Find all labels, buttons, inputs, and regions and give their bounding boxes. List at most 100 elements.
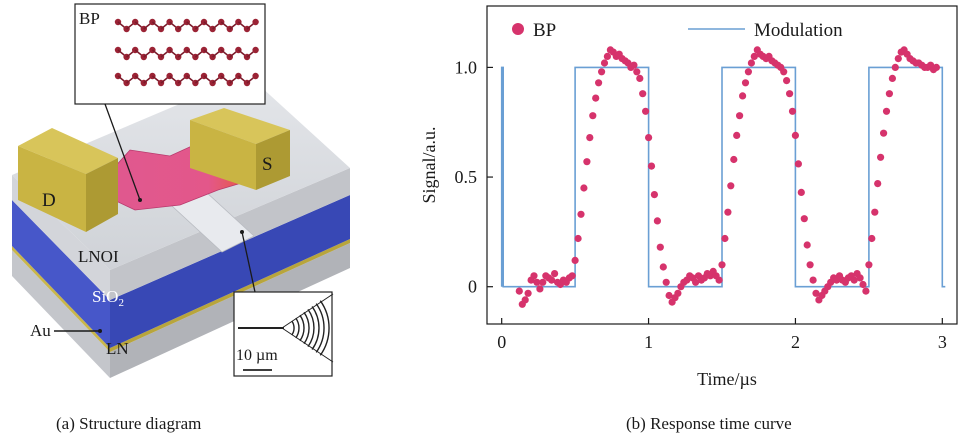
bp-data-point bbox=[592, 94, 600, 102]
bp-data-point bbox=[780, 68, 788, 76]
bp-data-point bbox=[794, 160, 803, 168]
bp-data-point bbox=[803, 241, 811, 249]
label-sio2: SiO2 bbox=[92, 287, 124, 309]
modulation-series bbox=[500, 66, 946, 288]
au-layer-side bbox=[110, 239, 350, 352]
bp-data-point bbox=[865, 261, 873, 269]
bp-data-point bbox=[551, 270, 559, 278]
bp-inset-leader-dot bbox=[138, 198, 142, 202]
bp-data-point bbox=[603, 52, 612, 61]
bp-data-point bbox=[662, 278, 670, 286]
bp-data-point bbox=[600, 59, 609, 67]
bp-data-point bbox=[877, 153, 885, 161]
bp-atom bbox=[252, 46, 259, 54]
bp-data-point bbox=[885, 90, 894, 98]
bp-data-point bbox=[783, 77, 791, 85]
bp-data-point bbox=[932, 63, 941, 71]
bp-data-point bbox=[536, 285, 544, 293]
bp-data-point bbox=[642, 107, 650, 115]
bp-data-point bbox=[797, 188, 805, 196]
bp-data-point bbox=[650, 191, 659, 199]
grating-arc bbox=[319, 300, 330, 356]
bp-crystal-lattice bbox=[114, 18, 259, 87]
x-axis-title: Time/µs bbox=[697, 369, 757, 389]
sio2-layer-side bbox=[110, 195, 350, 348]
bp-data-point bbox=[639, 90, 647, 98]
bp-atom bbox=[252, 18, 259, 26]
bp-data-point bbox=[647, 162, 656, 170]
bp-data-point bbox=[598, 68, 606, 76]
bp-data-point bbox=[750, 52, 758, 61]
grating-arc bbox=[307, 308, 315, 348]
grating-arc bbox=[295, 317, 300, 339]
label-au: Au bbox=[30, 321, 51, 340]
legend-bp-label: BP bbox=[533, 20, 556, 41]
bp-data-point bbox=[715, 276, 723, 284]
bp-data-point bbox=[630, 61, 638, 69]
bp-data-point bbox=[548, 276, 556, 284]
label-lnoi: LNOI bbox=[78, 247, 119, 266]
bp-data-point bbox=[739, 92, 747, 100]
bp-data-point bbox=[788, 107, 797, 115]
bp-data-point bbox=[856, 274, 864, 282]
ln-layer-front bbox=[12, 250, 110, 378]
bp-data-point bbox=[862, 287, 870, 295]
ln-layer-side bbox=[110, 243, 350, 378]
bp-atom bbox=[252, 72, 259, 80]
x-tick-label: 0 bbox=[497, 332, 506, 352]
bp-data-point bbox=[733, 131, 741, 139]
grating-taper bbox=[281, 293, 334, 363]
bp-data-point bbox=[571, 256, 579, 264]
bp-data-point bbox=[812, 289, 820, 297]
bp-data-point bbox=[583, 158, 591, 166]
au-layer-front bbox=[12, 246, 110, 352]
bp-data-point bbox=[806, 261, 814, 269]
bp-data-point bbox=[859, 280, 867, 289]
bp-data-point bbox=[633, 68, 641, 76]
label-bp: BP bbox=[79, 9, 100, 28]
grating-inset-leader-dot bbox=[240, 230, 244, 234]
bp-data-point bbox=[533, 278, 541, 286]
drain-electrode-side bbox=[86, 158, 118, 232]
legend-bp-marker bbox=[512, 23, 524, 35]
bp-data-point bbox=[894, 55, 902, 63]
caption-b: (b) Response time curve bbox=[626, 414, 792, 433]
plot-frame bbox=[486, 5, 958, 325]
bp-data-point bbox=[574, 234, 582, 243]
bp-data-point bbox=[692, 278, 700, 286]
bp-data-point bbox=[874, 180, 882, 188]
grating-inset-leader bbox=[241, 231, 256, 293]
source-electrode-side bbox=[256, 130, 290, 190]
bp-data-point bbox=[724, 208, 732, 216]
bp-data-point bbox=[568, 272, 576, 280]
bp-data-point bbox=[888, 74, 897, 82]
bp-data-point bbox=[645, 134, 653, 142]
caption-a: (a) Structure diagram bbox=[56, 414, 201, 433]
y-axis-title: Signal/a.u. bbox=[419, 127, 439, 204]
y-tick-label: 1.0 bbox=[455, 57, 478, 77]
bp-data-point bbox=[871, 208, 879, 216]
grating-arc bbox=[311, 306, 320, 350]
bp-data-point bbox=[800, 215, 808, 223]
bp-data-point bbox=[721, 234, 729, 243]
bp-data-point bbox=[674, 289, 682, 297]
bp-data-point bbox=[880, 129, 888, 137]
bp-data-point bbox=[736, 112, 744, 120]
bp-data-point bbox=[515, 287, 523, 295]
bp-data-point bbox=[589, 112, 597, 120]
y-tick-label: 0.5 bbox=[455, 167, 478, 187]
bp-data-point bbox=[586, 134, 594, 142]
bp-data-point bbox=[653, 217, 662, 225]
label-ln: LN bbox=[106, 339, 129, 358]
drain-electrode-top bbox=[18, 128, 118, 174]
bp-data-point bbox=[868, 234, 876, 243]
bp-data-point bbox=[727, 182, 735, 190]
bp-series bbox=[515, 46, 941, 308]
y-tick-label: 0 bbox=[468, 277, 477, 297]
grating-coupler bbox=[281, 293, 334, 363]
grating-arc bbox=[315, 303, 325, 353]
x-tick-label: 3 bbox=[938, 332, 947, 352]
bp-data-point bbox=[636, 74, 644, 82]
bp-data-point bbox=[530, 272, 538, 280]
